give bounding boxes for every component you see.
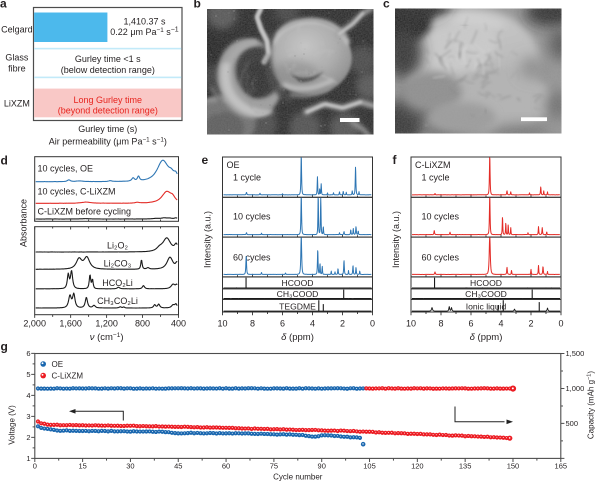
svg-text:1,410.37 s: 1,410.37 s: [123, 17, 166, 27]
svg-text:ν (cm−1): ν (cm−1): [90, 332, 124, 343]
svg-text:δ (ppm): δ (ppm): [281, 332, 314, 343]
svg-text:6: 6: [26, 349, 30, 358]
svg-text:HCOOD: HCOOD: [470, 278, 502, 288]
svg-text:500: 500: [566, 419, 579, 428]
svg-text:0: 0: [33, 462, 37, 471]
svg-text:C-LiXZM: C-LiXZM: [415, 160, 451, 170]
svg-text:6: 6: [280, 319, 285, 329]
svg-text:400: 400: [171, 319, 186, 329]
svg-text:Li₂O₂: Li₂O₂: [107, 241, 128, 251]
svg-text:3: 3: [26, 412, 30, 421]
svg-text:a: a: [0, 0, 7, 10]
svg-text:Long Gurley time: Long Gurley time: [74, 95, 143, 105]
svg-text:Absorbance: Absorbance: [19, 199, 29, 247]
svg-text:C-LiXZM before cycling: C-LiXZM before cycling: [38, 207, 132, 217]
svg-text:TEGDME: TEGDME: [279, 302, 316, 312]
svg-text:6: 6: [468, 319, 473, 329]
svg-text:c: c: [383, 0, 390, 10]
svg-text:C-LiXZM: C-LiXZM: [52, 371, 84, 380]
svg-text:1 cycle: 1 cycle: [233, 172, 261, 182]
svg-text:15: 15: [78, 462, 86, 471]
svg-text:b: b: [194, 0, 201, 10]
svg-text:800: 800: [135, 319, 150, 329]
svg-text:1,200: 1,200: [95, 319, 118, 329]
svg-text:2: 2: [26, 433, 30, 442]
svg-text:1,500: 1,500: [566, 349, 585, 358]
svg-text:(below detection range): (below detection range): [61, 65, 155, 75]
svg-text:HCO₂Li: HCO₂Li: [102, 278, 133, 288]
svg-text:Voltage (V): Voltage (V): [8, 405, 17, 445]
svg-text:0: 0: [558, 319, 563, 329]
svg-text:1 cycle: 1 cycle: [422, 172, 450, 182]
svg-text:e: e: [202, 153, 209, 167]
svg-text:f: f: [393, 153, 398, 167]
svg-text:(beyond detection range): (beyond detection range): [58, 105, 158, 115]
svg-text:75: 75: [270, 462, 278, 471]
svg-text:Capacity (mAh g−1): Capacity (mAh g−1): [587, 371, 596, 440]
svg-text:2: 2: [528, 319, 533, 329]
svg-text:60 cycles: 60 cycles: [233, 252, 271, 262]
svg-text:135: 135: [459, 462, 472, 471]
svg-text:δ (ppm): δ (ppm): [470, 332, 503, 343]
svg-text:OE: OE: [227, 160, 240, 170]
svg-text:CH₃COOD: CH₃COOD: [465, 289, 507, 299]
svg-text:CH₃COOD: CH₃COOD: [277, 289, 319, 299]
svg-text:Intensity (a.u.): Intensity (a.u.): [203, 211, 213, 268]
svg-text:2: 2: [340, 319, 345, 329]
svg-text:10: 10: [406, 319, 416, 329]
svg-text:4: 4: [310, 319, 315, 329]
svg-text:Gurley time <1 s: Gurley time <1 s: [75, 54, 141, 64]
svg-text:1,600: 1,600: [59, 319, 82, 329]
svg-text:HCOOD: HCOOD: [282, 278, 314, 288]
svg-text:Li₂CO₃: Li₂CO₃: [104, 259, 132, 269]
svg-text:Celgard: Celgard: [1, 24, 33, 34]
svg-text:2,000: 2,000: [23, 319, 46, 329]
svg-text:1: 1: [26, 454, 30, 463]
svg-text:60: 60: [222, 462, 230, 471]
svg-text:105: 105: [363, 462, 376, 471]
svg-text:Glass: Glass: [5, 53, 29, 63]
svg-text:g: g: [1, 339, 8, 353]
svg-text:10 cycles, OE: 10 cycles, OE: [38, 164, 94, 174]
svg-text:10: 10: [217, 319, 227, 329]
svg-text:0: 0: [370, 319, 375, 329]
svg-text:10 cycles, C-LiXZM: 10 cycles, C-LiXZM: [38, 187, 116, 197]
svg-text:d: d: [1, 153, 8, 167]
svg-text:4: 4: [498, 319, 503, 329]
svg-text:90: 90: [318, 462, 326, 471]
svg-text:fibre: fibre: [8, 64, 26, 74]
svg-text:45: 45: [174, 462, 182, 471]
svg-text:60 cycles: 60 cycles: [422, 252, 460, 262]
svg-text:5: 5: [26, 370, 30, 379]
svg-text:150: 150: [507, 462, 520, 471]
svg-text:10 cycles: 10 cycles: [233, 211, 271, 221]
svg-text:4: 4: [26, 391, 30, 400]
svg-text:Gurley time (s): Gurley time (s): [78, 124, 137, 134]
svg-text:8: 8: [438, 319, 443, 329]
svg-text:LiXZM: LiXZM: [4, 99, 30, 109]
svg-text:Intensity (a.u.): Intensity (a.u.): [391, 211, 401, 268]
svg-text:165: 165: [555, 462, 568, 471]
svg-text:8: 8: [250, 319, 255, 329]
svg-text:120: 120: [411, 462, 424, 471]
svg-text:Ionic liquid: Ionic liquid: [466, 302, 507, 312]
svg-text:CH₃CO₂Li: CH₃CO₂Li: [97, 296, 138, 306]
svg-text:10 cycles: 10 cycles: [422, 211, 460, 221]
svg-text:OE: OE: [52, 360, 64, 369]
svg-text:1,000: 1,000: [566, 384, 585, 393]
svg-text:Cycle number: Cycle number: [273, 473, 323, 482]
svg-text:30: 30: [126, 462, 134, 471]
svg-text:Air permeability (μm Pa−1 s−1): Air permeability (μm Pa−1 s−1): [49, 136, 167, 146]
svg-text:0.22 μm Pa−1 s−1: 0.22 μm Pa−1 s−1: [110, 27, 179, 37]
